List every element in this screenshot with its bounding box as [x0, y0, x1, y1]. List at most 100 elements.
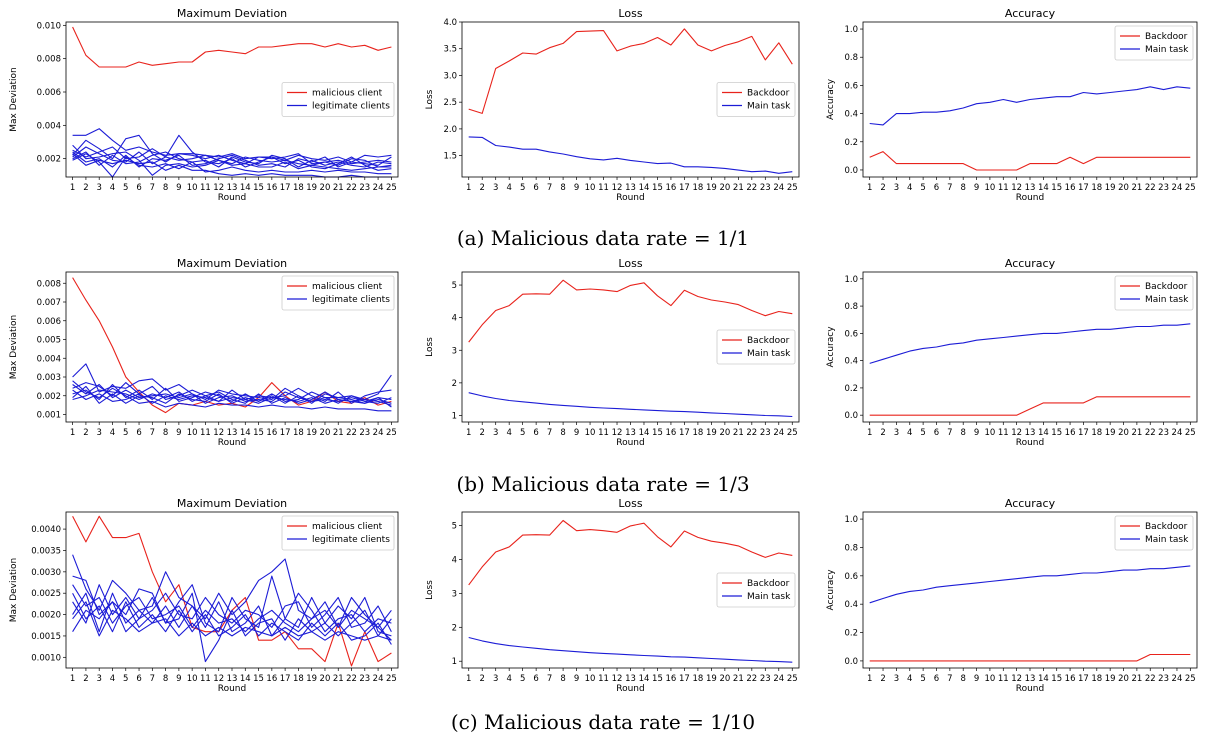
x-tick-label: 5 [920, 674, 925, 684]
x-tick-label: 8 [960, 428, 965, 438]
y-tick-label: 2.5 [443, 98, 457, 108]
y-tick-label: 0.006 [37, 317, 61, 327]
y-tick-label: 0.0030 [31, 568, 61, 578]
x-tick-label: 12 [213, 183, 224, 193]
x-tick-label: 4 [110, 674, 115, 684]
x-axis-label: Round [1016, 438, 1044, 448]
x-tick-label: 15 [652, 183, 663, 193]
x-tick-label: 13 [227, 183, 238, 193]
caption-a: (a) Malicious data rate = 1/1 [456, 226, 750, 250]
x-tick-label: 15 [652, 428, 663, 438]
legend-label: Main task [747, 349, 791, 359]
chart-title: Loss [618, 257, 642, 270]
x-tick-label: 14 [639, 674, 650, 684]
y-tick-label: 0.0010 [31, 653, 61, 663]
x-axis-label: Round [616, 684, 644, 694]
x-tick-label: 7 [947, 674, 952, 684]
x-tick-label: 20 [1118, 428, 1129, 438]
y-axis-label: Loss [425, 89, 435, 109]
x-tick-label: 10 [187, 674, 198, 684]
x-tick-label: 21 [733, 674, 744, 684]
chart-title: Accuracy [1005, 257, 1056, 270]
chart-title: Loss [618, 7, 642, 20]
x-tick-label: 1 [867, 428, 872, 438]
series-line-main-1 [869, 323, 1191, 364]
x-tick-label: 15 [253, 183, 264, 193]
x-tick-label: 3 [894, 183, 899, 193]
y-tick-label: 2 [452, 379, 457, 389]
series-line-legit-5 [72, 584, 392, 641]
x-tick-label: 9 [974, 183, 979, 193]
series-line-legit-5 [72, 383, 392, 404]
y-tick-label: 2.0 [443, 125, 457, 135]
x-tick-label: 18 [692, 183, 703, 193]
x-tick-label: 5 [123, 183, 128, 193]
y-tick-label: 5 [452, 281, 457, 291]
x-tick-label: 8 [560, 428, 565, 438]
x-tick-label: 9 [974, 674, 979, 684]
x-axis-label: Round [1016, 684, 1044, 694]
chart-title: Accuracy [1005, 497, 1056, 510]
x-tick-label: 23 [359, 183, 370, 193]
x-tick-label: 13 [227, 674, 238, 684]
series-line-malicious-0 [72, 26, 392, 68]
x-tick-label: 21 [333, 428, 344, 438]
x-tick-label: 15 [652, 674, 663, 684]
x-tick-label: 10 [187, 428, 198, 438]
y-tick-label: 0.0025 [31, 589, 61, 599]
x-tick-label: 24 [1172, 674, 1183, 684]
x-tick-label: 23 [760, 674, 771, 684]
y-axis-label: Accuracy [826, 78, 836, 120]
series-line-main-1 [468, 392, 793, 418]
series-line-main-1 [869, 565, 1191, 604]
y-tick-label: 4 [452, 314, 457, 324]
x-axis-label: Round [1016, 193, 1044, 203]
x-tick-label: 24 [1172, 183, 1183, 193]
legend-box [716, 329, 796, 365]
x-tick-label: 21 [333, 183, 344, 193]
y-tick-label: 0.6 [844, 81, 858, 91]
x-tick-label: 14 [639, 183, 650, 193]
y-tick-label: 0.8 [844, 53, 858, 63]
x-tick-label: 10 [985, 428, 996, 438]
x-tick-label: 8 [163, 428, 168, 438]
x-tick-label: 2 [83, 428, 88, 438]
x-tick-label: 8 [163, 674, 168, 684]
legend-label: legitimate clients [312, 295, 390, 305]
x-tick-label: 1 [70, 674, 75, 684]
x-tick-label: 16 [666, 674, 677, 684]
x-tick-label: 8 [560, 674, 565, 684]
legend-box [1114, 25, 1194, 61]
x-tick-label: 4 [506, 428, 511, 438]
x-tick-label: 17 [280, 183, 291, 193]
x-tick-label: 20 [719, 183, 730, 193]
x-tick-label: 18 [293, 428, 304, 438]
x-tick-label: 24 [773, 674, 784, 684]
x-tick-label: 4 [506, 674, 511, 684]
x-tick-label: 7 [150, 183, 155, 193]
x-tick-label: 18 [1091, 183, 1102, 193]
x-axis-label: Round [218, 684, 246, 694]
y-tick-label: 4.0 [443, 18, 457, 28]
y-tick-label: 3.5 [443, 45, 457, 55]
x-tick-label: 9 [574, 428, 579, 438]
x-tick-label: 23 [359, 428, 370, 438]
series-line-main-1 [468, 636, 793, 663]
x-tick-label: 19 [306, 674, 317, 684]
legend-label: Main task [1145, 45, 1189, 55]
x-tick-label: 19 [706, 428, 717, 438]
x-tick-label: 11 [998, 674, 1009, 684]
x-tick-label: 18 [692, 674, 703, 684]
x-tick-label: 17 [679, 183, 690, 193]
y-tick-label: 0.002 [37, 155, 61, 165]
x-tick-label: 20 [719, 428, 730, 438]
x-tick-label: 5 [520, 428, 525, 438]
legend-label: Backdoor [1145, 32, 1188, 42]
legend-label: Backdoor [747, 336, 790, 346]
x-tick-label: 7 [150, 428, 155, 438]
